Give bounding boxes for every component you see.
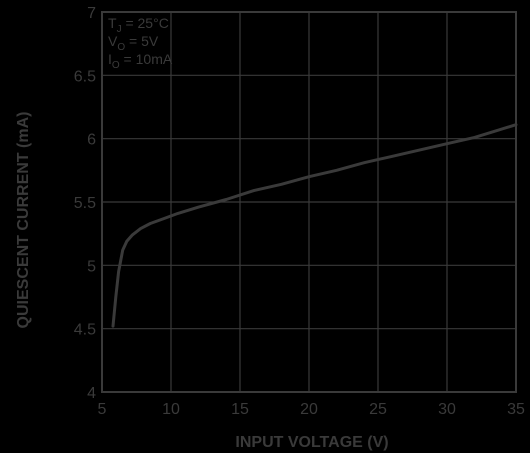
x-tick-label: 10 xyxy=(162,401,180,418)
plot-border xyxy=(101,11,517,393)
y-tick-label: 5 xyxy=(87,258,96,275)
x-tick-label: 35 xyxy=(507,401,525,418)
x-tick-label: 5 xyxy=(98,401,107,418)
condition-label: VO = 5V xyxy=(108,33,159,53)
grid-lines xyxy=(102,12,516,392)
y-tick-label: 6 xyxy=(87,132,96,149)
x-tick-label: 15 xyxy=(231,401,249,418)
x-tick-label: 20 xyxy=(300,401,318,418)
x-tick-label: 30 xyxy=(438,401,456,418)
quiescent-current-line xyxy=(111,123,518,328)
y-tick-label: 7 xyxy=(87,5,96,22)
y-tick-label: 6.5 xyxy=(74,68,96,85)
y-axis-ticks: 4 4.5 5 5.5 6 6.5 7 xyxy=(74,5,96,402)
y-tick-label: 4 xyxy=(87,385,96,402)
y-axis-title: QUIESCENT CURRENT (mA) xyxy=(15,112,32,329)
y-tick-label: 4.5 xyxy=(74,322,96,339)
y-tick-label: 5.5 xyxy=(74,195,96,212)
x-axis-title: INPUT VOLTAGE (V) xyxy=(235,434,388,451)
condition-label: TJ = 25°C xyxy=(108,15,169,35)
plot-frame xyxy=(101,11,517,393)
x-tick-label: 25 xyxy=(369,401,387,418)
data-series xyxy=(111,123,518,328)
condition-label: IO = 10mA xyxy=(108,51,173,71)
x-axis-ticks: 5 10 15 20 25 30 35 xyxy=(98,401,525,418)
